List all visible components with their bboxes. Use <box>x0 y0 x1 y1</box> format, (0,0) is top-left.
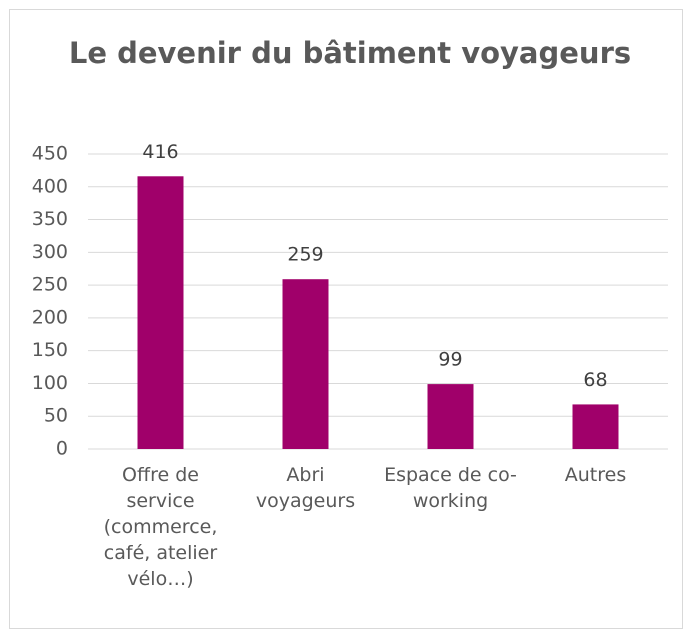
y-tick-label: 200 <box>32 306 68 328</box>
y-tick-label: 50 <box>44 405 68 427</box>
y-tick-label: 450 <box>32 143 68 165</box>
bar <box>572 404 619 449</box>
y-tick-label: 350 <box>32 208 68 230</box>
x-tick-label: Offre de service (commerce, café, atelie… <box>103 464 218 590</box>
y-tick-label: 400 <box>32 175 68 197</box>
data-label: 259 <box>287 244 323 266</box>
data-label: 416 <box>142 141 178 163</box>
data-label: 99 <box>438 349 462 371</box>
y-tick-label: 100 <box>32 372 68 394</box>
y-tick-label: 250 <box>32 274 68 296</box>
data-label: 68 <box>583 369 607 391</box>
bar <box>282 279 329 449</box>
bar <box>427 384 474 449</box>
x-tick-label: Abri voyageurs <box>255 464 356 512</box>
chart-title: Le devenir du bâtiment voyageurs <box>68 36 632 70</box>
x-tick-label: Autres <box>564 464 627 486</box>
bar <box>137 176 184 450</box>
y-tick-label: 150 <box>32 339 68 361</box>
x-tick-label: Espace de co-working <box>384 464 517 512</box>
y-tick-label: 300 <box>32 241 68 263</box>
y-tick-label: 0 <box>56 438 68 460</box>
